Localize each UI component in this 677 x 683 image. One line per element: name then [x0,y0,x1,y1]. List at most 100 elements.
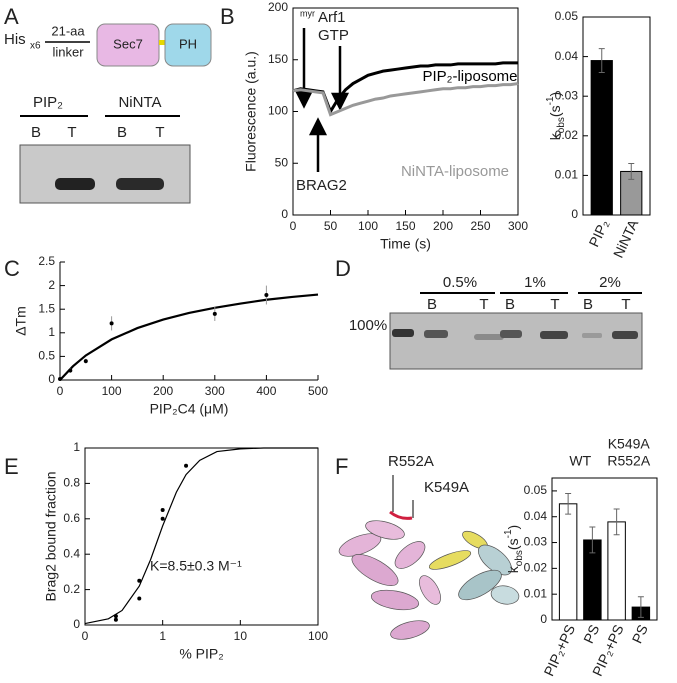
protein-structure [338,510,520,640]
plot-frame [84,447,319,626]
y-tick-label: 150 [268,52,288,66]
y-axis-label-part: -1 [503,529,514,538]
y-tick-label: 1.5 [38,301,55,315]
y-axis-label-part: k [547,132,563,140]
gel-band [116,178,164,190]
y-axis-label: ΔTm [13,306,29,336]
x-axis-label: Time (s) [380,236,431,252]
domain-label: Sec7 [113,36,143,51]
x-axis-label: PIP₂C4 (μM) [150,401,229,417]
lane-group: 0.5% [443,274,477,291]
panel-label: A [4,4,19,29]
y-axis-label: Brag2 bound fraction [43,472,59,602]
panel-label: D [335,256,351,281]
x-tick-label: 0 [57,384,64,398]
domain-label: PH [179,36,197,51]
x-tick-label: 0 [82,629,89,643]
y-axis-label-part: obs [556,117,567,133]
x-tick-label: 250 [470,219,490,233]
lane-label: T [479,296,488,313]
axes [59,262,318,381]
data-point [212,311,217,316]
y-tick-label: 0.01 [524,586,548,600]
ph-domain [164,23,212,67]
x-tick-label: NiNTA [610,216,642,260]
data-point [58,377,62,382]
y-tick-label: 0.6 [63,511,80,525]
x-axis-label: % PIP₂ [179,646,223,662]
y-axis-label-part: obs [514,550,525,566]
error-bar [589,526,596,554]
fit-curve [59,293,319,381]
x-tick-label: 10 [234,629,248,643]
lane-label: B [583,296,593,313]
x-tick-label: 0 [290,219,297,233]
data-point [184,463,189,468]
lane-label: T [67,124,76,141]
lane-label: B [427,296,437,313]
residue-label: K549A [424,479,469,496]
lane-label: B [31,124,41,141]
y-tick-label: 100 [268,104,288,118]
error-bar [628,163,635,180]
x-tick-label: 50 [324,219,338,233]
x-tick-label: 300 [205,384,225,398]
annotation: K=8.5±0.3 M⁻¹ [150,558,242,574]
data-point [109,321,114,326]
series-label: NiNTA-liposome [401,163,509,180]
lane-group: 1% [524,274,546,291]
data-point [160,516,165,521]
bar [607,521,626,621]
y-tick-label: 0 [281,207,288,221]
y-tick-label: 0.05 [555,9,579,23]
y-tick-label: 0.03 [555,88,579,102]
y-tick-label: 0 [48,372,55,386]
panel-label: B [220,4,235,29]
error-bar [598,48,605,73]
lane-label: B [505,296,515,313]
arrows [294,28,350,172]
fit-curve [84,447,318,625]
x-tick-label: 500 [308,384,328,398]
y-tick-label: 1 [48,325,55,339]
y-axis-label: Fluorescence (a.u.) [243,51,259,172]
data-point [83,359,88,364]
y-axis-label-part: (s [547,105,563,117]
x-tick-label: 400 [256,384,276,398]
data-point [68,368,73,373]
residue-label: R552A [388,453,434,470]
error-bar [613,508,620,536]
annotation: Arf1 [318,9,346,26]
y-tick-label: 0.02 [524,561,548,575]
lane-group: PIP₂ [33,94,63,111]
x-tick-label: 100 [358,219,378,233]
lane-group: NiNTA [118,94,161,111]
x-tick-label: PS [629,622,651,646]
series-label: PIP₂-liposome [422,68,517,85]
x-tick-label: 100 [102,384,122,398]
lane-label: T [621,296,630,313]
lane-group: 2% [599,274,621,291]
gel [19,144,191,204]
gel-band [55,178,95,190]
y-axis-label: kobs(s-1) [545,92,567,140]
gel [389,312,643,370]
x-tick-label: PIP₂+PS [541,622,579,678]
y-tick-label: 0.03 [524,535,548,549]
annotation: BRAG2 [296,177,347,194]
y-axis-label-part: k [505,565,521,573]
x-tick-label: 300 [508,219,528,233]
error-bar [565,492,572,515]
group-label: WT [569,453,591,469]
y-axis-label-part: (s [505,538,521,550]
y-tick-label: 0 [540,612,547,626]
annotation: GTP [318,27,349,44]
y-tick-label: 50 [275,155,289,169]
y-tick-label: 200 [268,0,288,14]
bar [590,60,613,216]
x-tick-label: 100 [308,629,328,643]
annotation: myr [300,8,315,18]
data-line [292,82,519,117]
data-point [113,614,118,619]
lane-label: B [117,124,127,141]
